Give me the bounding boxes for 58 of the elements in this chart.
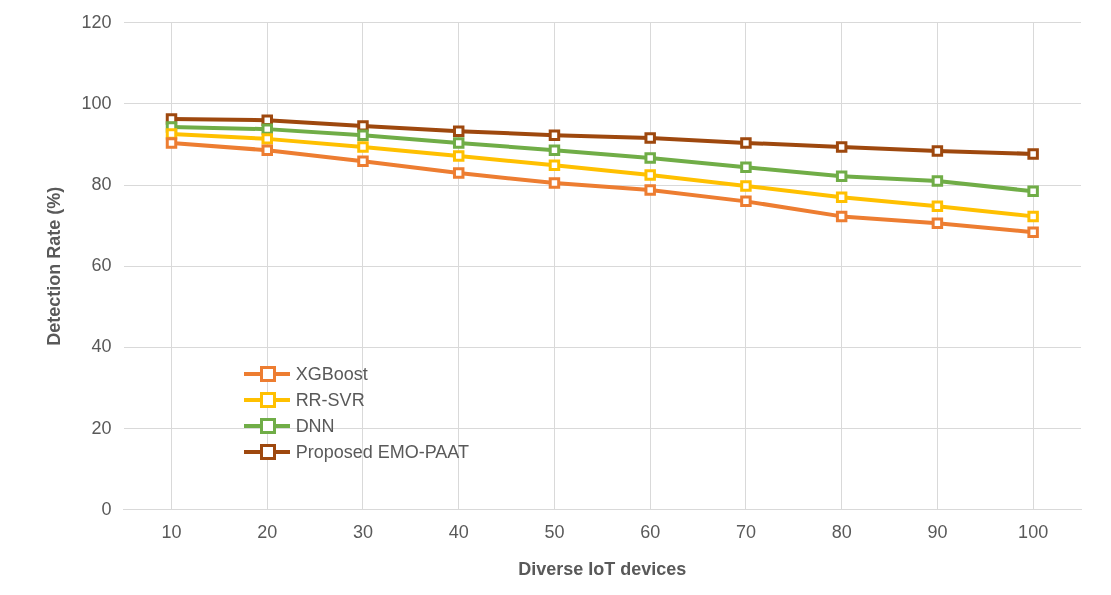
point [548,159,561,171]
point [644,169,656,181]
x-tick-label: 40 [448,521,469,542]
x-tick-label: 50 [544,521,565,542]
point [740,180,752,192]
point [452,167,465,179]
point [1027,210,1039,223]
point [1027,185,1039,197]
x-tick-label: 80 [831,521,852,542]
y-tick-label: 60 [91,255,112,276]
point [644,152,656,164]
point [835,141,848,153]
point [931,175,944,187]
point [835,170,848,182]
x-tick-label: 10 [161,521,182,542]
point [740,161,752,174]
point [548,144,561,156]
point [357,129,369,141]
point [548,177,561,189]
point [548,129,561,141]
y-tick-label: 100 [81,92,112,113]
x-tick-label: 100 [1018,521,1049,542]
x-tick-label: 90 [927,521,948,542]
x-tick-label: 60 [640,521,661,542]
point [452,137,465,149]
point [357,141,369,153]
legend-label: Proposed EMO-PAAT [295,440,470,464]
point [261,133,273,145]
point [452,125,465,137]
x-axis-title: Diverse IoT devices [518,559,687,580]
y-tick-label: 120 [81,11,112,32]
y-tick-label: 80 [91,174,112,195]
point [1027,148,1039,160]
point [644,184,656,196]
point [835,210,848,223]
y-tick-label: 20 [91,417,112,438]
point [835,191,848,204]
point [357,155,369,167]
y-tick-label: 0 [101,498,112,519]
point [261,144,273,156]
legend-label: DNN [295,414,335,438]
point [165,137,178,149]
y-tick-label: 40 [91,336,112,357]
point [931,145,944,157]
point [452,150,465,162]
x-tick-label: 30 [352,521,373,542]
point [931,200,944,212]
point [644,132,656,144]
point [931,217,944,230]
y-axis-title: Detection Rate (%) [43,186,64,346]
legend-label: RR-SVR [295,388,365,412]
point [740,195,752,208]
x-tick-label: 20 [257,521,278,542]
legend-label: XGBoost [295,362,368,386]
x-tick-label: 70 [735,521,756,542]
point [261,123,273,135]
point [1027,226,1039,238]
point [740,137,752,149]
